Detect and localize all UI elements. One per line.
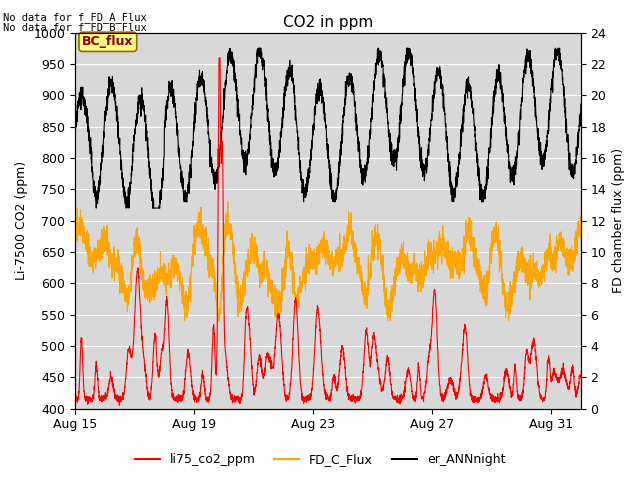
Text: BC_flux: BC_flux [82, 36, 134, 48]
Text: No data for f_FD_B_Flux: No data for f_FD_B_Flux [3, 22, 147, 33]
Legend: li75_co2_ppm, FD_C_Flux, er_ANNnight: li75_co2_ppm, FD_C_Flux, er_ANNnight [130, 448, 510, 471]
Title: CO2 in ppm: CO2 in ppm [283, 15, 373, 30]
Y-axis label: Li-7500 CO2 (ppm): Li-7500 CO2 (ppm) [15, 161, 28, 280]
Text: No data for f_FD_A_Flux: No data for f_FD_A_Flux [3, 12, 147, 23]
Y-axis label: FD chamber flux (ppm): FD chamber flux (ppm) [612, 148, 625, 293]
